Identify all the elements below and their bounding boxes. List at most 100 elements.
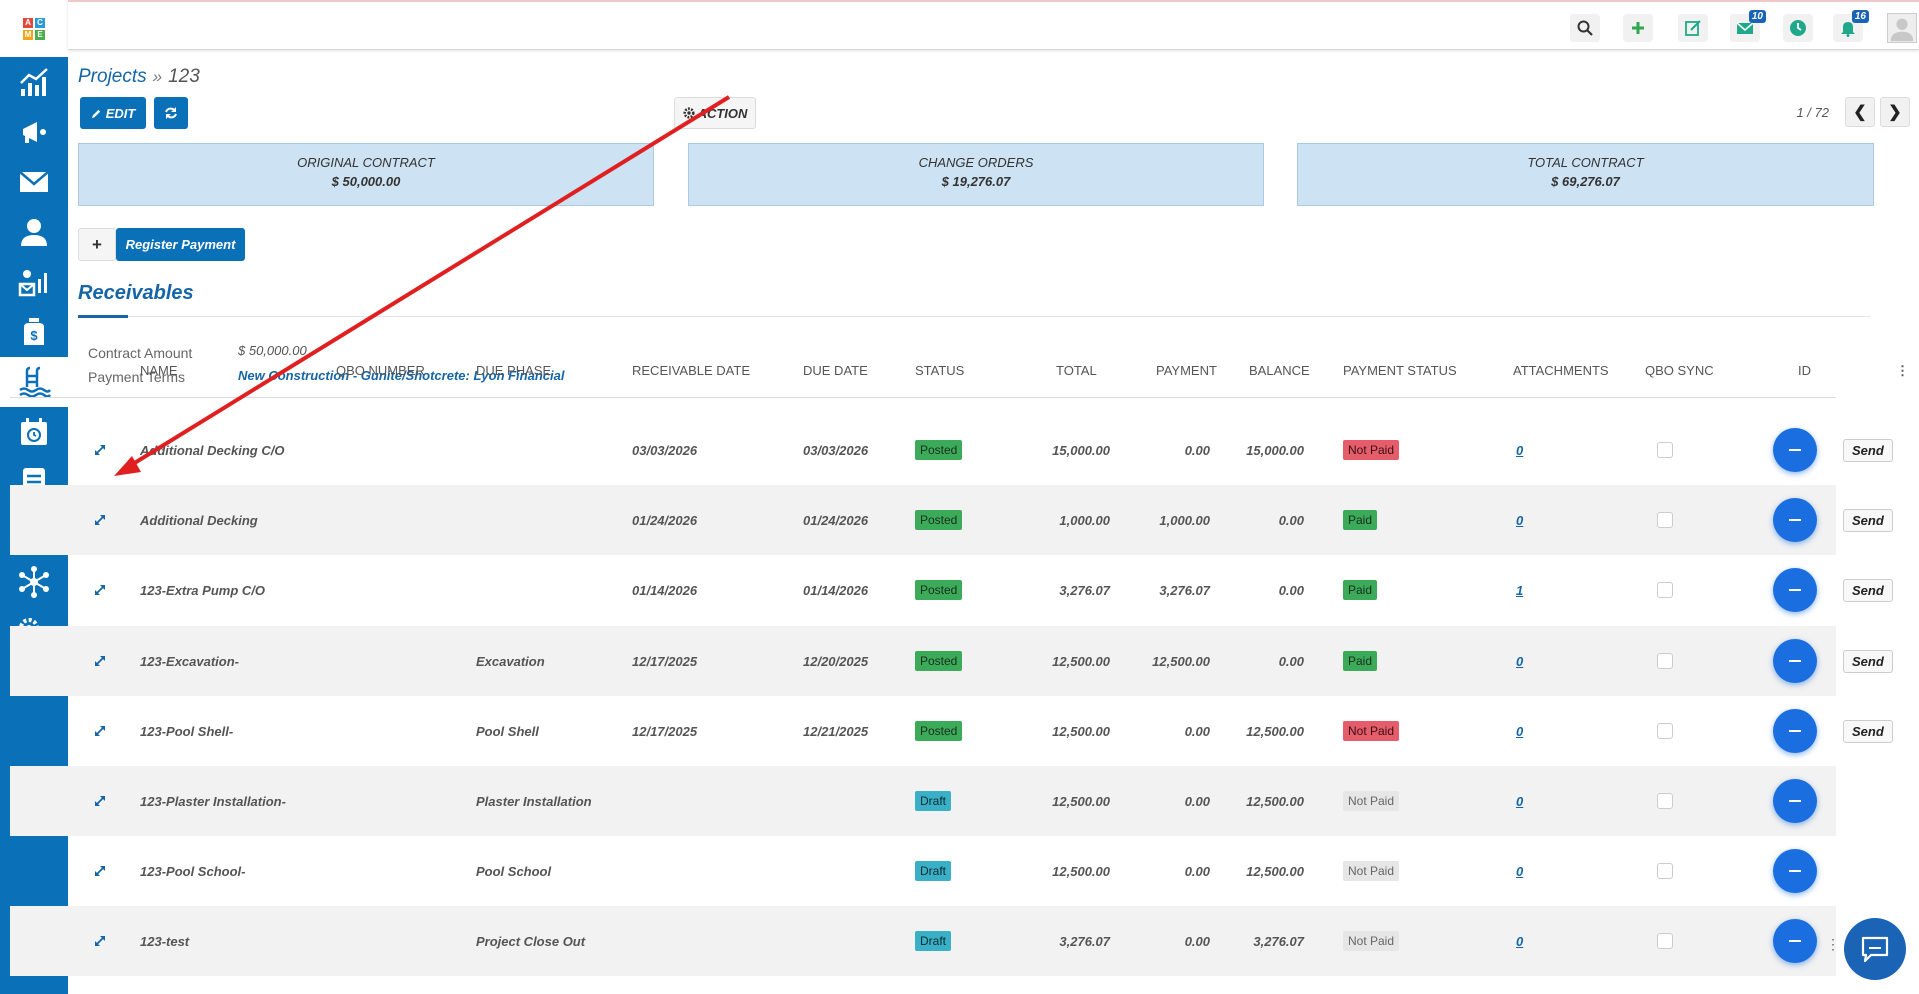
row-action-button[interactable] xyxy=(1773,568,1817,612)
table-row[interactable]: 123-test Project Close Out Draft 3,276.0… xyxy=(10,906,1836,976)
payment-amount: 0.00 xyxy=(1184,723,1210,739)
status-badge: Posted xyxy=(915,651,963,671)
column-header-payment[interactable]: PAYMENT xyxy=(1156,363,1217,378)
expand-row-button[interactable] xyxy=(93,555,107,625)
summary-label: CHANGE ORDERS xyxy=(918,155,1034,170)
column-header-name[interactable]: NAME xyxy=(140,363,178,378)
attachments-link[interactable]: 0 xyxy=(1516,442,1524,458)
send-button[interactable]: Send xyxy=(1843,578,1893,602)
row-action-button[interactable] xyxy=(1773,498,1817,542)
expand-row-button[interactable] xyxy=(93,696,107,766)
sidebar-item-network[interactable] xyxy=(0,557,68,607)
qbo-sync-checkbox[interactable] xyxy=(1657,933,1673,949)
row-action-button[interactable] xyxy=(1773,919,1817,963)
receivable-name[interactable]: 123-Excavation- xyxy=(140,653,239,669)
send-button[interactable]: Send xyxy=(1843,508,1893,532)
table-row[interactable]: 123-Pool School- Pool School Draft 12,50… xyxy=(10,836,1836,906)
expand-row-button[interactable] xyxy=(93,906,107,976)
expand-row-button[interactable] xyxy=(93,415,107,485)
send-button[interactable]: Send xyxy=(1843,719,1893,743)
qbo-sync-checkbox[interactable] xyxy=(1657,793,1673,809)
total-amount: 3,276.07 xyxy=(1059,582,1110,598)
receivable-name[interactable]: 123-Extra Pump C/O xyxy=(140,582,265,598)
table-row[interactable]: 123-Pool Shell- Pool Shell 12/17/2025 12… xyxy=(10,696,1893,766)
sidebar-item-dashboard[interactable] xyxy=(0,57,68,107)
column-header-receivable-date[interactable]: RECEIVABLE DATE xyxy=(632,363,750,378)
row-action-button[interactable] xyxy=(1773,779,1817,823)
expand-row-button[interactable] xyxy=(93,626,107,696)
column-header-qbo-sync[interactable]: QBO SYNC xyxy=(1645,363,1714,378)
column-header-payment-status[interactable]: PAYMENT STATUS xyxy=(1343,363,1457,378)
app-logo[interactable]: A C M E xyxy=(0,0,68,57)
qbo-sync-checkbox[interactable] xyxy=(1657,582,1673,598)
column-header-id[interactable]: ID xyxy=(1798,363,1811,378)
edit-button[interactable]: EDIT xyxy=(80,97,146,129)
sidebar-item-finance[interactable]: $ xyxy=(0,307,68,357)
receivable-name[interactable]: 123-test xyxy=(140,933,190,949)
column-header-total[interactable]: TOTAL xyxy=(1056,363,1097,378)
table-row[interactable]: Additional Decking C/O 03/03/2026 03/03/… xyxy=(10,415,1893,485)
column-header-status[interactable]: STATUS xyxy=(915,363,965,378)
receivable-name[interactable]: 123-Plaster Installation- xyxy=(140,793,286,809)
column-header-balance[interactable]: BALANCE xyxy=(1249,363,1310,378)
table-row[interactable]: Additional Decking 01/24/2026 01/24/2026… xyxy=(10,485,1893,555)
time-tracker-button[interactable] xyxy=(1783,14,1813,42)
attachments-link[interactable]: 0 xyxy=(1516,933,1524,949)
table-row[interactable]: 123-Excavation- Excavation 12/17/2025 12… xyxy=(10,626,1893,696)
breadcrumb-projects-link[interactable]: Projects xyxy=(78,66,147,87)
row-action-button[interactable] xyxy=(1773,849,1817,893)
attachments-link[interactable]: 0 xyxy=(1516,512,1524,528)
receivable-name[interactable]: Additional Decking xyxy=(140,512,258,528)
sidebar-item-contacts[interactable] xyxy=(0,207,68,257)
column-header-due-phase[interactable]: DUE PHASE xyxy=(476,363,552,378)
column-header-attachments[interactable]: ATTACHMENTS xyxy=(1513,363,1609,378)
sidebar-item-projects[interactable] xyxy=(0,357,68,407)
sidebar-item-marketing[interactable] xyxy=(0,107,68,157)
attachments-link[interactable]: 0 xyxy=(1516,653,1524,669)
row-action-button[interactable] xyxy=(1773,639,1817,683)
attachments-link[interactable]: 1 xyxy=(1516,582,1524,598)
sidebar-item-campaigns[interactable] xyxy=(0,257,68,307)
register-payment-button[interactable]: Register Payment xyxy=(116,228,245,261)
action-button[interactable]: ACTION xyxy=(674,97,756,129)
quick-add-button[interactable] xyxy=(1623,14,1653,42)
receivable-date: 01/14/2026 xyxy=(632,582,698,598)
refresh-button[interactable] xyxy=(154,97,188,129)
row-action-button[interactable] xyxy=(1773,709,1817,753)
qbo-sync-checkbox[interactable] xyxy=(1657,442,1673,458)
sidebar-item-calendar[interactable] xyxy=(0,407,68,457)
qbo-sync-cell xyxy=(1657,415,1673,485)
qbo-sync-checkbox[interactable] xyxy=(1657,723,1673,739)
column-options-icon[interactable]: ⋮ xyxy=(1896,363,1909,378)
notifications-button[interactable]: 16 xyxy=(1833,10,1869,42)
search-button[interactable] xyxy=(1570,14,1600,42)
expand-row-button[interactable] xyxy=(93,836,107,906)
table-row[interactable]: 123-Plaster Installation- Plaster Instal… xyxy=(10,766,1836,836)
send-button[interactable]: Send xyxy=(1843,649,1893,673)
receivable-name[interactable]: 123-Pool School- xyxy=(140,863,246,879)
qbo-sync-checkbox[interactable] xyxy=(1657,863,1673,879)
column-header-qbo-number[interactable]: QBO NUMBER xyxy=(336,363,425,378)
receivable-name[interactable]: Additional Decking C/O xyxy=(140,442,285,458)
notes-button[interactable] xyxy=(1678,14,1708,42)
row-action-button[interactable] xyxy=(1773,428,1817,472)
sidebar-item-mail[interactable] xyxy=(0,157,68,207)
chat-button[interactable] xyxy=(1844,918,1906,980)
expand-row-button[interactable] xyxy=(93,766,107,836)
messages-button[interactable]: 10 xyxy=(1730,10,1766,42)
add-payment-button[interactable]: + xyxy=(78,228,116,261)
next-record-button[interactable]: ❯ xyxy=(1880,97,1910,127)
previous-record-button[interactable]: ❮ xyxy=(1845,97,1875,127)
attachments-link[interactable]: 0 xyxy=(1516,793,1524,809)
send-button[interactable]: Send xyxy=(1843,438,1893,462)
avatar[interactable] xyxy=(1887,13,1917,43)
column-header-due-date[interactable]: DUE DATE xyxy=(803,363,868,378)
receivable-name[interactable]: 123-Pool Shell- xyxy=(140,723,234,739)
qbo-sync-checkbox[interactable] xyxy=(1657,512,1673,528)
attachments-link[interactable]: 0 xyxy=(1516,723,1524,739)
qbo-sync-checkbox[interactable] xyxy=(1657,653,1673,669)
minus-icon xyxy=(1789,660,1801,662)
table-row[interactable]: 123-Extra Pump C/O 01/14/2026 01/14/2026… xyxy=(10,555,1893,625)
attachments-link[interactable]: 0 xyxy=(1516,863,1524,879)
expand-row-button[interactable] xyxy=(93,485,107,555)
